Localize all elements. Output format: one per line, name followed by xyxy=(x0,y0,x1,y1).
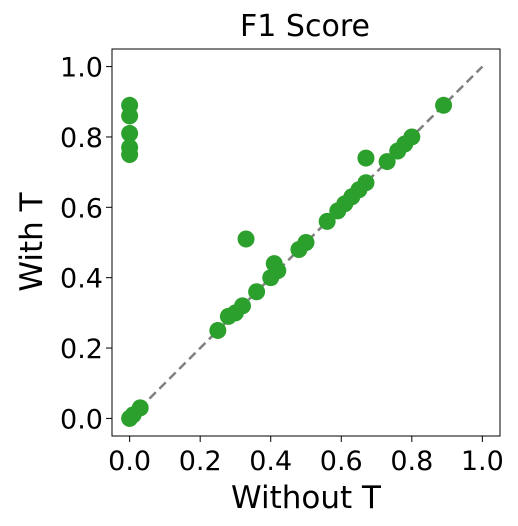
scatter-point-26 xyxy=(378,153,396,171)
scatter-point-16 xyxy=(269,262,287,280)
scatter-point-8 xyxy=(209,321,227,339)
scatter-point-12 xyxy=(237,230,255,248)
scatter-point-29 xyxy=(403,128,421,146)
x-axis-label: Without T xyxy=(231,480,382,516)
y-tick-label-5: 1.0 xyxy=(60,53,103,84)
x-tick-label-3: 0.6 xyxy=(320,446,363,477)
y-ticks: 0.0 0.2 0.4 0.6 0.8 1.0 xyxy=(60,53,112,435)
y-tick-label-4: 0.8 xyxy=(60,123,103,154)
scatter-point-4 xyxy=(121,146,139,164)
scatter-point-2 xyxy=(121,124,139,142)
x-tick-label-0: 0.0 xyxy=(108,446,151,477)
scatter-point-19 xyxy=(318,212,336,230)
points-layer xyxy=(121,96,453,427)
x-tick-label-1: 0.2 xyxy=(179,446,222,477)
scatter-point-24 xyxy=(357,174,375,192)
scatter-point-7 xyxy=(131,399,149,417)
scatter-point-30 xyxy=(435,96,453,114)
x-tick-label-4: 0.8 xyxy=(390,446,433,477)
y-tick-label-2: 0.4 xyxy=(60,264,103,295)
chart-title: F1 Score xyxy=(240,9,370,44)
scatter-point-11 xyxy=(234,297,252,315)
scatter-point-1 xyxy=(121,107,139,125)
scatter-point-18 xyxy=(297,234,315,251)
x-tick-label-2: 0.4 xyxy=(249,446,292,477)
plot-frame xyxy=(111,48,501,437)
y-tick-label-0: 0.0 xyxy=(60,404,103,435)
y-tick-label-1: 0.2 xyxy=(60,334,103,365)
x-tick-label-5: 1.0 xyxy=(461,446,504,477)
y-axis-label: With T xyxy=(14,191,50,291)
scatter-point-25 xyxy=(357,149,375,167)
y-tick-label-3: 0.6 xyxy=(60,193,103,224)
x-ticks: 0.0 0.2 0.4 0.6 0.8 1.0 xyxy=(108,436,504,477)
scatter-point-13 xyxy=(248,283,266,301)
